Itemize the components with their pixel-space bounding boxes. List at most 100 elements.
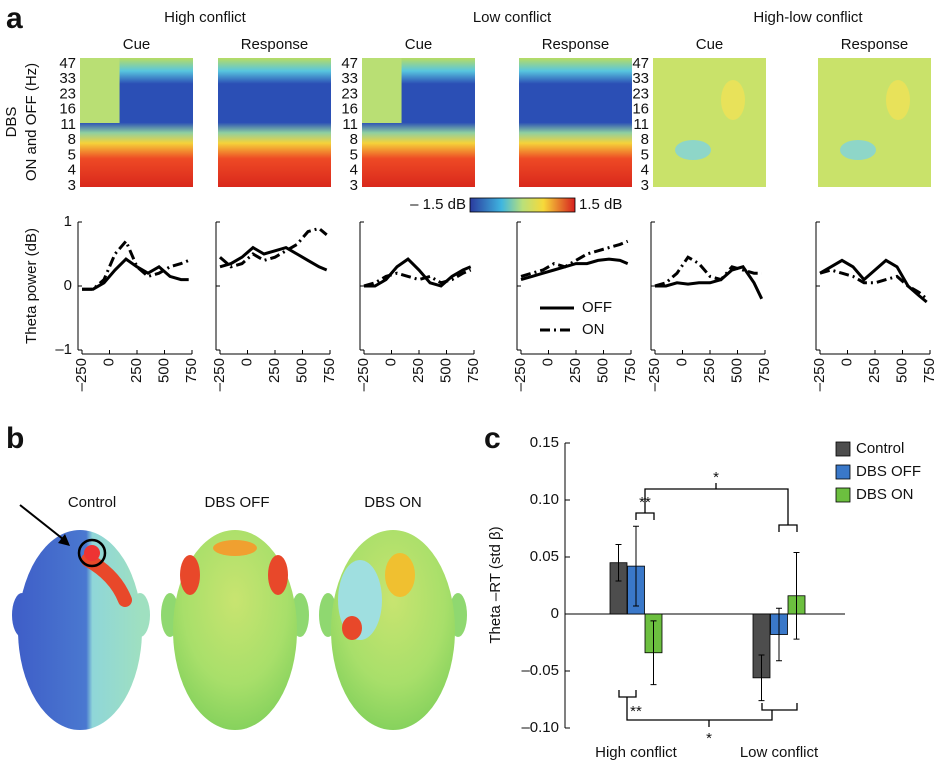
hotspot (342, 616, 362, 640)
x-tick-label: –250 (811, 358, 828, 391)
colorbar-label: – 1.5 dB (410, 196, 466, 213)
y-axis-label: Theta power (dB) (23, 228, 40, 344)
head-dbs-off (173, 530, 297, 730)
error-bar (650, 620, 657, 686)
y-tick-label: –0.10 (521, 719, 559, 736)
x-tick-label: 500 (594, 358, 611, 383)
line (82, 238, 190, 291)
line (655, 265, 764, 300)
y-tick-label: 8 (641, 131, 649, 148)
heatmap (218, 58, 331, 187)
x-tick-label: 0 (100, 358, 117, 366)
hotspot (385, 553, 415, 597)
y-tick-label: –0.05 (521, 662, 559, 679)
legend-label: ON (582, 321, 605, 338)
legend-swatch (835, 441, 851, 457)
x-tick-label: –250 (646, 358, 663, 391)
x-tick-label: 0 (673, 358, 690, 366)
x-tick-label: 750 (622, 358, 639, 383)
line (654, 255, 762, 288)
legend-label: Control (856, 440, 904, 457)
heads (12, 504, 467, 730)
error-bar (776, 607, 782, 662)
x-tick-label: –250 (512, 358, 529, 391)
y-tick-label: 0 (551, 605, 559, 622)
column-title: Response (542, 36, 610, 53)
y-tick-label: 5 (641, 146, 649, 163)
x-tick-label: –250 (211, 358, 228, 391)
hotspot (81, 553, 132, 607)
y-tick-label: 8 (68, 131, 76, 148)
y-tick-label: 47 (341, 55, 358, 72)
x-tick-label: 500 (155, 358, 172, 383)
legend-swatch (835, 464, 851, 480)
y-tick-label: 4 (350, 162, 358, 179)
group-title: Low conflict (473, 9, 552, 26)
panel-label: c (484, 422, 501, 455)
x-tick-label: 750 (321, 358, 338, 383)
y-tick-label: 5 (350, 146, 358, 163)
heatmap-patch (886, 80, 910, 120)
bracket (618, 690, 798, 727)
heatmap (653, 58, 766, 187)
significance: * (706, 730, 712, 747)
x-tick-label: 500 (728, 358, 745, 383)
heatmap-patch (675, 140, 711, 160)
image-label: DBS OFF (204, 494, 269, 511)
line (219, 226, 328, 269)
hotspot (180, 555, 200, 595)
y-tick-label: 0.05 (530, 548, 559, 565)
significance: * (713, 469, 719, 486)
y-axis-label: DBS (3, 107, 20, 138)
heatmap-patch (80, 58, 120, 123)
panel-label: b (6, 422, 24, 455)
colorbar-label: 1.5 dB (579, 196, 622, 213)
x-tick-label: 0 (539, 358, 556, 366)
bracket (635, 483, 798, 532)
y-tick-label: 23 (632, 85, 649, 102)
column-title: Cue (123, 36, 151, 53)
legend-swatch (835, 487, 851, 503)
column-title: Response (241, 36, 309, 53)
heatmap (519, 58, 632, 187)
error-bar (793, 551, 800, 640)
y-tick-label: 16 (632, 101, 649, 118)
hotspot (213, 540, 257, 556)
x-tick-label: 250 (128, 358, 145, 383)
x-tick-label: 250 (701, 358, 718, 383)
y-tick-label: 16 (59, 101, 76, 118)
y-tick-label: 16 (341, 101, 358, 118)
line (364, 257, 472, 288)
arrowhead (58, 534, 70, 546)
y-tick-label: 3 (350, 177, 358, 194)
x-tick-label: 250 (266, 358, 283, 383)
y-tick-label: 11 (342, 116, 358, 133)
line (819, 268, 928, 300)
x-tick-label: –250 (73, 358, 90, 391)
x-tick-label: High conflict (595, 744, 678, 761)
y-tick-label: 0.10 (530, 491, 559, 508)
line (82, 257, 189, 291)
panel-label: a (6, 2, 23, 35)
x-tick-label: 0 (238, 358, 255, 366)
roi-circle (77, 538, 107, 568)
y-tick-label: 1 (64, 213, 72, 230)
column-title: Cue (405, 36, 433, 53)
x-tick-label: 750 (465, 358, 482, 383)
y-tick-label: 33 (59, 70, 76, 87)
x-tick-label: 500 (293, 358, 310, 383)
y-tick-label: 23 (341, 85, 358, 102)
panel-labels: a b c (6, 2, 501, 455)
heatmap-patch (721, 80, 745, 120)
image-label: Control (68, 494, 116, 511)
y-tick-label: 33 (632, 70, 649, 87)
x-tick-label: 750 (756, 358, 773, 383)
x-tick-label: 250 (567, 358, 584, 383)
x-tick-label: 0 (838, 358, 855, 366)
x-tick-label: 750 (921, 358, 938, 383)
error-bar (758, 654, 765, 702)
y-tick-label: 11 (60, 116, 76, 133)
y-tick-label: 0 (64, 277, 72, 294)
x-tick-label: 500 (437, 358, 454, 383)
